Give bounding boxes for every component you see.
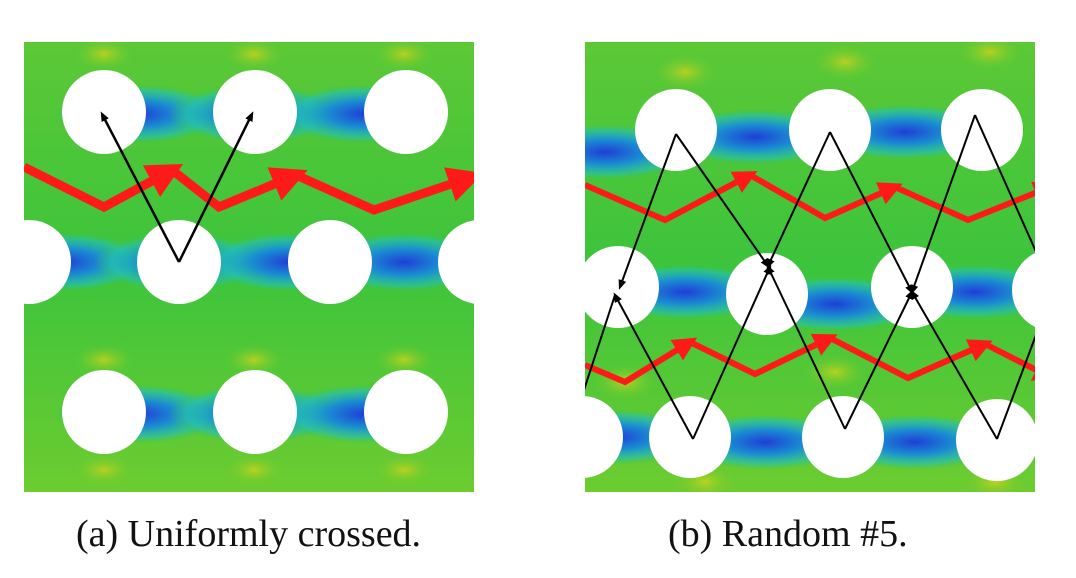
panel-b-red-path-lower [585,333,1035,386]
panel-b-holes [585,89,1035,481]
panel-a-caption: (a) Uniformly crossed. [76,513,422,555]
panel-a-red-path-mid-arrow [217,167,308,212]
panel-a-holes [24,70,474,454]
panel-a-black-path-arrows [100,111,254,263]
panel-a-field-plot [24,42,474,492]
panel-b-field-plot [585,42,1035,492]
panel-b-caption: (b) Random #5. [668,513,908,555]
panel-b-black-path-arrows [585,114,1035,440]
panel-b-red-path-upper [585,171,1035,224]
panel-a-red-path-mid-arrow [101,163,184,211]
